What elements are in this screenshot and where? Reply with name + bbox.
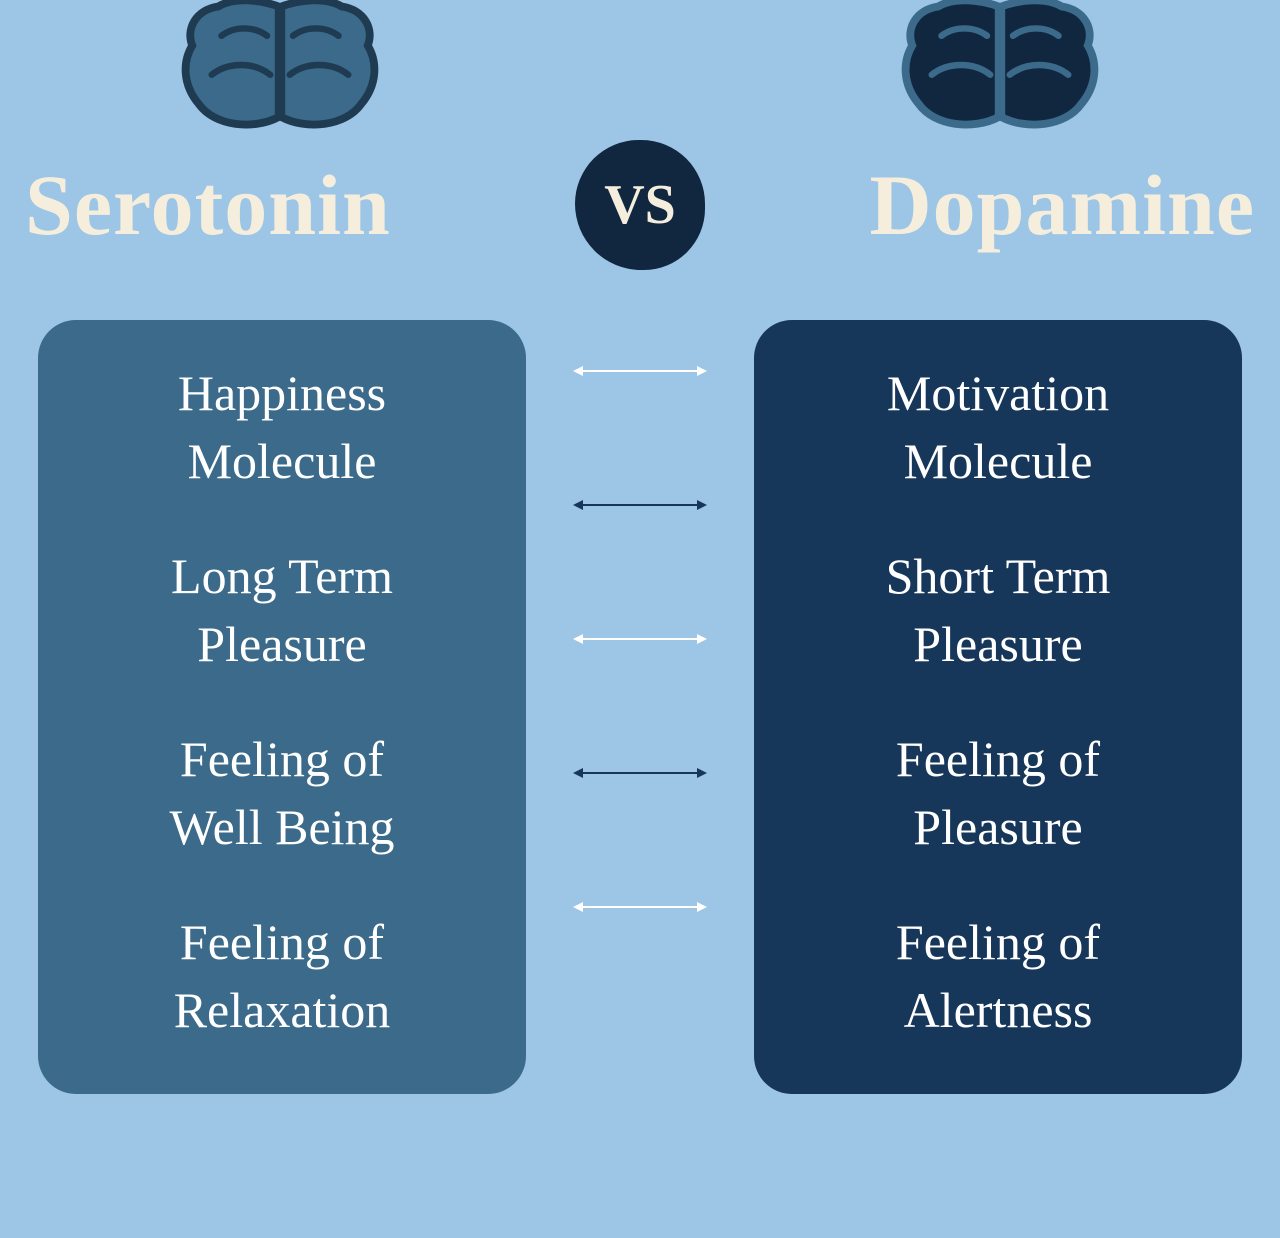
title-dopamine: Dopamine	[715, 155, 1260, 255]
arrows-container	[570, 370, 710, 908]
arrow-1	[575, 504, 705, 506]
serotonin-item-2: Feeling ofWell Being	[68, 726, 496, 861]
vs-label: VS	[604, 173, 676, 237]
dopamine-column: MotivationMolecule Short TermPleasure Fe…	[754, 320, 1242, 1094]
serotonin-item-0: HappinessMolecule	[68, 360, 496, 495]
serotonin-item-3: Feeling ofRelaxation	[68, 909, 496, 1044]
titles-row: Serotonin VS Dopamine	[0, 130, 1280, 310]
arrow-0	[575, 370, 705, 372]
serotonin-column: HappinessMolecule Long TermPleasure Feel…	[38, 320, 526, 1094]
vs-badge: VS	[575, 140, 705, 270]
dopamine-item-0: MotivationMolecule	[784, 360, 1212, 495]
dopamine-item-1: Short TermPleasure	[784, 543, 1212, 678]
brain-left-icon	[120, 0, 440, 130]
arrow-3	[575, 772, 705, 774]
arrow-2	[575, 638, 705, 640]
title-serotonin: Serotonin	[20, 155, 565, 255]
brain-right-icon	[840, 0, 1160, 130]
dopamine-item-2: Feeling ofPleasure	[784, 726, 1212, 861]
serotonin-item-1: Long TermPleasure	[68, 543, 496, 678]
arrow-4	[575, 906, 705, 908]
infographic-canvas: Serotonin VS Dopamine HappinessMolecule …	[0, 0, 1280, 1238]
columns-row: HappinessMolecule Long TermPleasure Feel…	[0, 310, 1280, 1094]
dopamine-item-3: Feeling ofAlertness	[784, 909, 1212, 1044]
brains-row	[0, 0, 1280, 130]
